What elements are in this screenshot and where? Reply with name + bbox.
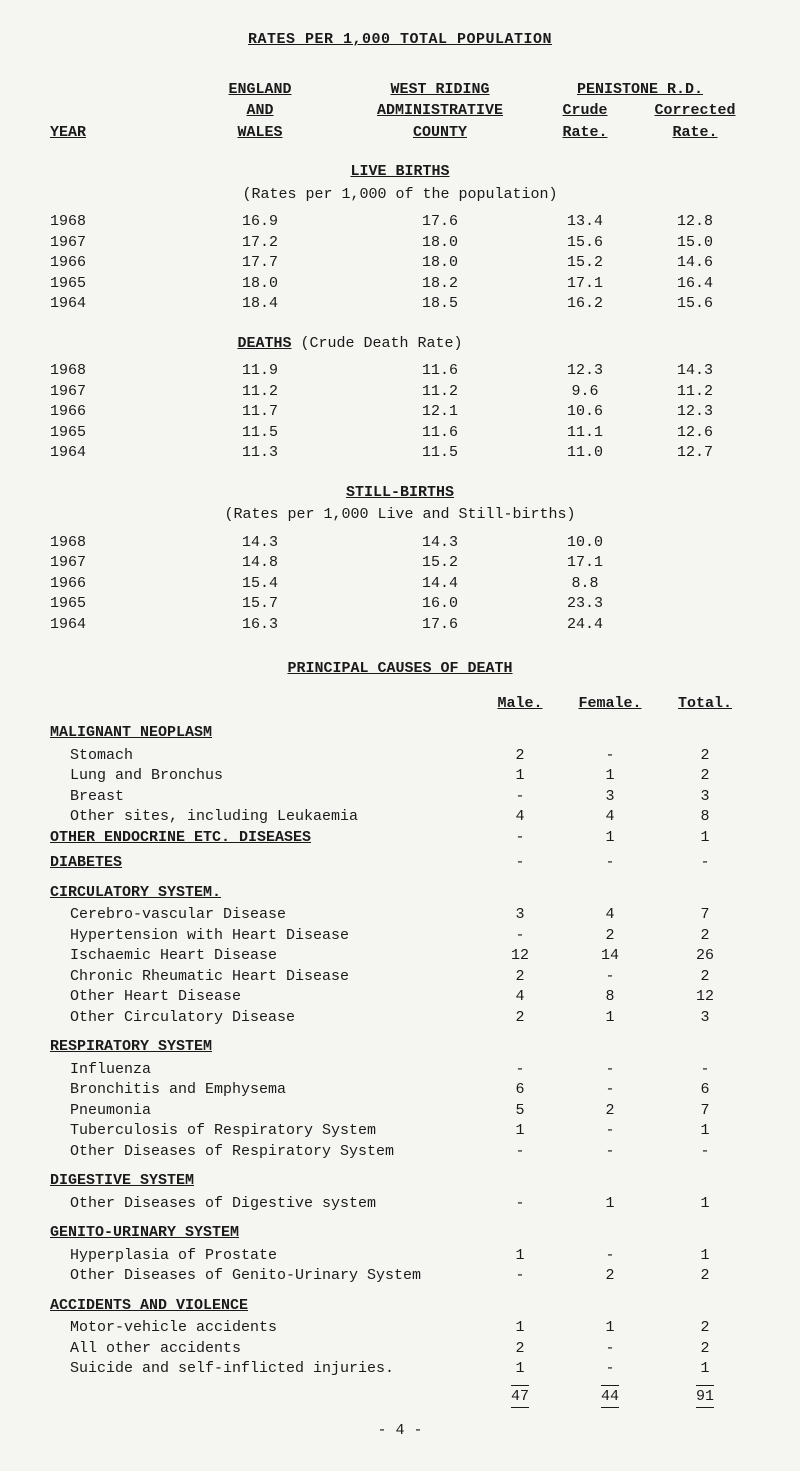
header-west: WEST RIDING: [350, 80, 530, 100]
header-wales: WALES: [170, 123, 350, 143]
table-row: Motor-vehicle accidents112: [50, 1318, 750, 1338]
table-row: Breast-33: [50, 787, 750, 807]
column-header-row1: ENGLAND WEST RIDING PENISTONE R.D.: [50, 80, 750, 100]
table-row: Pneumonia527: [50, 1101, 750, 1121]
header-county: COUNTY: [350, 123, 530, 143]
table-row: 196814.314.310.0: [50, 533, 750, 553]
col-total: Total.: [660, 694, 750, 714]
stillbirths-table: 196814.314.310.0196714.815.217.1196615.4…: [50, 533, 750, 635]
causes-column-headers: Male. Female. Total.: [50, 694, 750, 714]
endocrine-row: OTHER ENDOCRINE ETC. DISEASES - 1 1: [50, 828, 750, 848]
accidents-rows: Motor-vehicle accidents112All other acci…: [50, 1318, 750, 1379]
live-births-subtitle: (Rates per 1,000 of the population): [50, 185, 750, 205]
digestive-label: DIGESTIVE SYSTEM: [50, 1171, 750, 1191]
respiratory-rows: Influenza---Bronchitis and Emphysema6-6P…: [50, 1060, 750, 1162]
table-row: Bronchitis and Emphysema6-6: [50, 1080, 750, 1100]
header-admin: ADMINISTRATIVE: [350, 101, 530, 121]
malignant-label: MALIGNANT NEOPLASM: [50, 723, 750, 743]
respiratory-label: RESPIRATORY SYSTEM: [50, 1037, 750, 1057]
header-penistone: PENISTONE R.D.: [530, 80, 750, 100]
table-row: 196416.317.624.4: [50, 615, 750, 635]
table-row: Suicide and self-inflicted injuries.1-1: [50, 1359, 750, 1379]
table-row: 196511.511.611.112.6: [50, 423, 750, 443]
deaths-title: DEATHS (Crude Death Rate): [170, 334, 530, 354]
stillbirths-title: STILL-BIRTHS: [50, 483, 750, 503]
table-row: 196418.418.516.215.6: [50, 294, 750, 314]
table-row: 196717.218.015.615.0: [50, 233, 750, 253]
table-row: 196711.211.29.611.2: [50, 382, 750, 402]
table-row: Lung and Bronchus112: [50, 766, 750, 786]
table-row: Stomach2-2: [50, 746, 750, 766]
header-england: ENGLAND: [170, 80, 350, 100]
live-births-table: 196816.917.613.412.8196717.218.015.615.0…: [50, 212, 750, 314]
table-row: 196617.718.015.214.6: [50, 253, 750, 273]
table-row: 196615.414.48.8: [50, 574, 750, 594]
malignant-rows: Stomach2-2Lung and Bronchus112Breast-33O…: [50, 746, 750, 827]
deaths-table: 196811.911.612.314.3196711.211.29.611.21…: [50, 361, 750, 463]
live-births-title: LIVE BIRTHS: [50, 162, 750, 182]
header-and: AND: [170, 101, 350, 121]
table-row: Other sites, including Leukaemia448: [50, 807, 750, 827]
table-row: Other Diseases of Respiratory System---: [50, 1142, 750, 1162]
table-row: 196411.311.511.012.7: [50, 443, 750, 463]
stillbirths-subtitle: (Rates per 1,000 Live and Still-births): [50, 505, 750, 525]
col-female: Female.: [560, 694, 660, 714]
table-row: Other Heart Disease4812: [50, 987, 750, 1007]
table-row: 196816.917.613.412.8: [50, 212, 750, 232]
table-row: 196611.712.110.612.3: [50, 402, 750, 422]
accidents-label: ACCIDENTS AND VIOLENCE: [50, 1296, 750, 1316]
col-male: Male.: [480, 694, 560, 714]
table-row: Influenza---: [50, 1060, 750, 1080]
page-number: - 4 -: [50, 1421, 750, 1441]
table-row: All other accidents2-2: [50, 1339, 750, 1359]
diabetes-row: DIABETES - - -: [50, 853, 750, 873]
totals-row: 47 44 91: [50, 1387, 750, 1407]
header-penistone-sub: Crude Corrected: [530, 101, 750, 121]
header-year: YEAR: [50, 123, 170, 143]
table-row: Other Diseases of Digestive system-11: [50, 1194, 750, 1214]
table-row: Hyperplasia of Prostate1-1: [50, 1246, 750, 1266]
table-row: Cerebro-vascular Disease347: [50, 905, 750, 925]
genito-label: GENITO-URINARY SYSTEM: [50, 1223, 750, 1243]
circulatory-label: CIRCULATORY SYSTEM.: [50, 883, 750, 903]
table-row: 196518.018.217.116.4: [50, 274, 750, 294]
header-rates-sub: Rate. Rate.: [530, 123, 750, 143]
column-header-row3: YEAR WALES COUNTY Rate. Rate.: [50, 123, 750, 143]
deaths-title-row: DEATHS (Crude Death Rate): [50, 334, 750, 354]
page-title: RATES PER 1,000 TOTAL POPULATION: [50, 30, 750, 50]
table-row: Tuberculosis of Respiratory System1-1: [50, 1121, 750, 1141]
document-page: RATES PER 1,000 TOTAL POPULATION ENGLAND…: [50, 30, 750, 1441]
table-row: Other Circulatory Disease213: [50, 1008, 750, 1028]
table-row: 196714.815.217.1: [50, 553, 750, 573]
table-row: Ischaemic Heart Disease121426: [50, 946, 750, 966]
table-row: 196811.911.612.314.3: [50, 361, 750, 381]
table-row: 196515.716.023.3: [50, 594, 750, 614]
table-row: Hypertension with Heart Disease-22: [50, 926, 750, 946]
table-row: Other Diseases of Genito-Urinary System-…: [50, 1266, 750, 1286]
genito-rows: Hyperplasia of Prostate1-1Other Diseases…: [50, 1246, 750, 1286]
circulatory-rows: Cerebro-vascular Disease347Hypertension …: [50, 905, 750, 1027]
digestive-rows: Other Diseases of Digestive system-11: [50, 1194, 750, 1214]
causes-title: PRINCIPAL CAUSES OF DEATH: [50, 659, 750, 679]
column-header-row2: AND ADMINISTRATIVE Crude Corrected: [50, 101, 750, 121]
table-row: Chronic Rheumatic Heart Disease2-2: [50, 967, 750, 987]
